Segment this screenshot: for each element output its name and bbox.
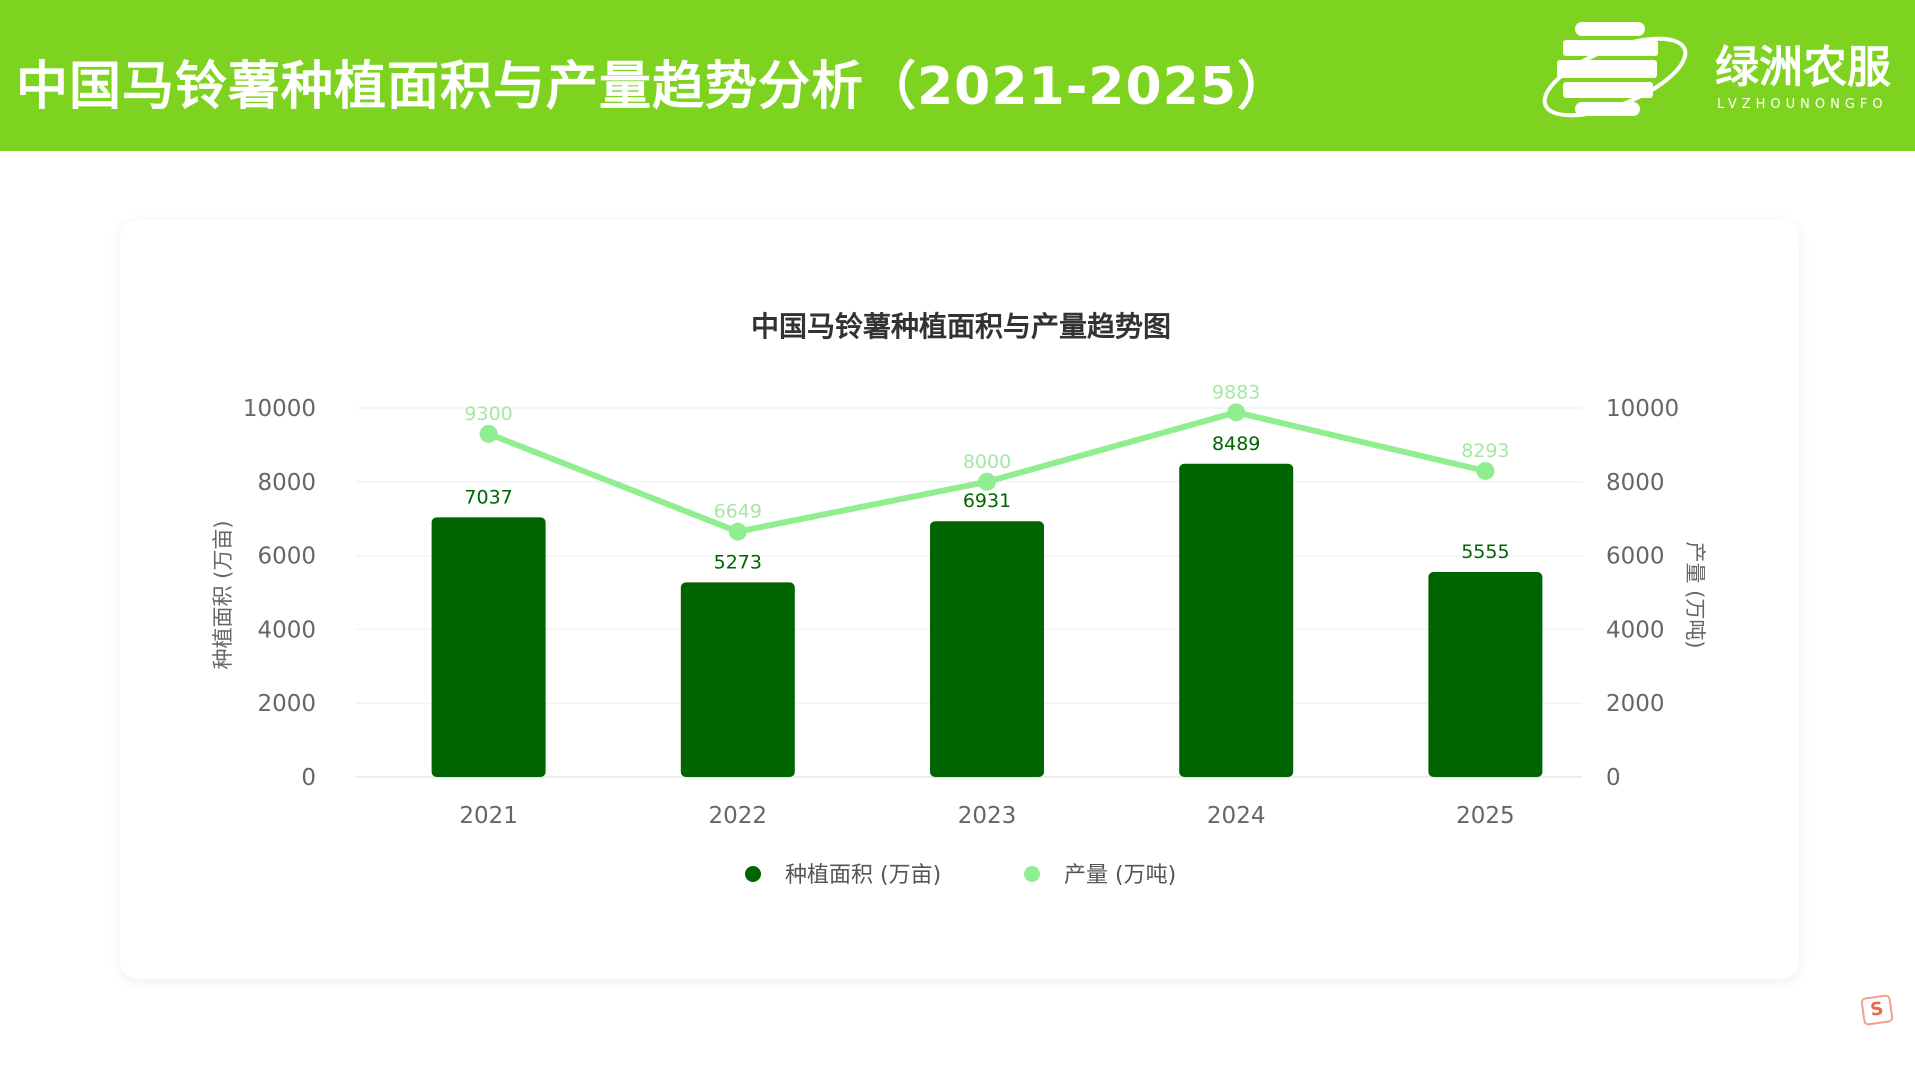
right-tick-label: 6000	[1606, 544, 1665, 570]
right-tick-label: 0	[1606, 765, 1621, 791]
bar-value-label: 5555	[1461, 541, 1509, 563]
line-value-label: 9300	[464, 403, 512, 425]
legend-marker-yield	[1024, 866, 1040, 882]
left-tick-label: 0	[301, 765, 316, 791]
line-value-label: 8293	[1461, 440, 1509, 462]
logo-text: 绿洲农服	[1715, 42, 1891, 93]
left-tick-label: 10000	[243, 396, 316, 422]
line-value-label: 8000	[963, 451, 1011, 473]
watermark-icon: S	[1860, 994, 1894, 1026]
yield-point	[978, 472, 996, 491]
line-value-label: 9883	[1212, 381, 1260, 403]
yield-point	[1476, 461, 1495, 480]
right-tick-label: 4000	[1606, 617, 1665, 643]
x-tick-label: 2023	[958, 803, 1017, 829]
x-tick-label: 2024	[1207, 803, 1266, 829]
left-tick-label: 6000	[257, 544, 316, 570]
chart-title: 中国马铃薯种植面积与产量趋势图	[751, 310, 1171, 343]
yield-point	[479, 424, 498, 443]
yield-point	[1227, 403, 1246, 422]
line-value-label: 6649	[714, 501, 762, 523]
right-tick-label: 2000	[1606, 691, 1665, 717]
chart-card: 中国马铃薯种植面积与产量趋势图 0 0 2000 2000 4000 4000 6000 60…	[120, 220, 1799, 979]
left-axis-title: 种植面积 (万亩)	[211, 520, 235, 669]
right-tick-label: 10000	[1606, 396, 1679, 422]
yield-point	[728, 522, 747, 541]
bar-2024	[1179, 463, 1294, 777]
header-bar: 中国马铃薯种植面积与产量趋势分析（2021-2025） 绿洲农服 LVZHOUN…	[0, 0, 1915, 151]
bar-value-label: 8489	[1212, 433, 1260, 455]
x-tick-label: 2025	[1456, 803, 1515, 829]
bar-value-label: 5273	[714, 551, 762, 573]
legend[interactable]: 种植面积 (万亩) 产量 (万吨)	[745, 863, 1176, 888]
bar-2021	[431, 517, 546, 777]
logo-subtitle: LVZHOUNONGFO	[1717, 97, 1888, 112]
bar-2022	[680, 582, 795, 777]
legend-marker-area	[745, 866, 761, 882]
bar-2023	[930, 521, 1044, 777]
bar-value-label: 6931	[963, 490, 1011, 512]
bar-value-label: 7037	[464, 486, 512, 508]
bar-2025	[1428, 572, 1543, 777]
left-tick-label: 8000	[257, 470, 316, 496]
page-title: 中国马铃薯种植面积与产量趋势分析（2021-2025）	[16, 57, 1291, 117]
legend-label-area: 种植面积 (万亩)	[785, 863, 941, 888]
x-tick-label: 2022	[709, 803, 768, 829]
right-tick-label: 8000	[1606, 470, 1665, 496]
x-tick-label: 2021	[459, 803, 518, 829]
right-axis-title: 产量 (万吨)	[1683, 541, 1707, 648]
combo-chart: 中国马铃薯种植面积与产量趋势图 0 0 2000 2000 4000 4000 6000 60…	[211, 310, 1707, 888]
company-logo: 绿洲农服 LVZHOUNONGFO	[1542, 22, 1891, 118]
left-tick-label: 2000	[257, 691, 316, 717]
left-tick-label: 4000	[257, 617, 316, 643]
legend-label-yield: 产量 (万吨)	[1064, 863, 1176, 888]
